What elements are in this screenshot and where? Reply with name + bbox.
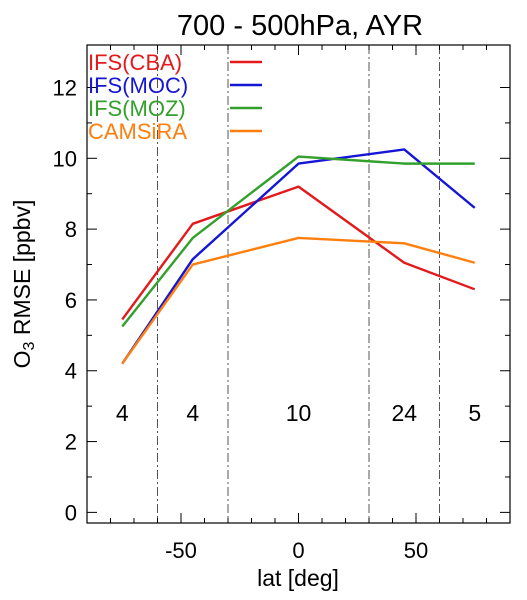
- legend-label: IFS(MOC): [88, 73, 188, 98]
- region-count-label: 4: [116, 400, 129, 426]
- region-count-label: 24: [391, 400, 417, 426]
- x-tick-label: 50: [404, 538, 428, 563]
- x-axis-ticks: -50 0 50: [86, 45, 511, 563]
- y-tick-label: 0: [65, 500, 77, 525]
- series-line-2: [121, 155, 475, 328]
- region-count-label: 4: [186, 400, 199, 426]
- series-line-3: [121, 236, 476, 365]
- region-counts: 4 4 10 24 5: [116, 400, 481, 426]
- x-axis-label: lat [deg]: [257, 565, 339, 591]
- y-tick-label: 12: [53, 75, 77, 100]
- series-lines: [121, 148, 476, 365]
- chart-title: 700 - 500hPa, AYR: [177, 10, 423, 42]
- y-tick-label: 8: [65, 217, 77, 242]
- x-tick-label: -50: [165, 538, 197, 563]
- x-tick-label: 0: [292, 538, 304, 563]
- series-line-0: [121, 185, 476, 321]
- legend-label: CAMSiRA: [88, 119, 187, 144]
- region-count-label: 10: [286, 400, 312, 426]
- region-count-label: 5: [468, 400, 481, 426]
- region-boundaries: [157, 45, 440, 523]
- y-tick-label: 2: [65, 430, 77, 455]
- legend: IFS(CBA)IFS(MOC)IFS(MOZ)CAMSiRA: [88, 50, 262, 144]
- y-tick-label: 10: [53, 146, 77, 171]
- y-axis-label: O3 RMSE [ppbv]: [9, 200, 38, 369]
- legend-label: IFS(MOZ): [88, 96, 186, 121]
- y-tick-label: 6: [65, 288, 77, 313]
- legend-label: IFS(CBA): [88, 50, 182, 75]
- series-line-1: [121, 148, 476, 365]
- y-tick-label: 4: [65, 359, 77, 384]
